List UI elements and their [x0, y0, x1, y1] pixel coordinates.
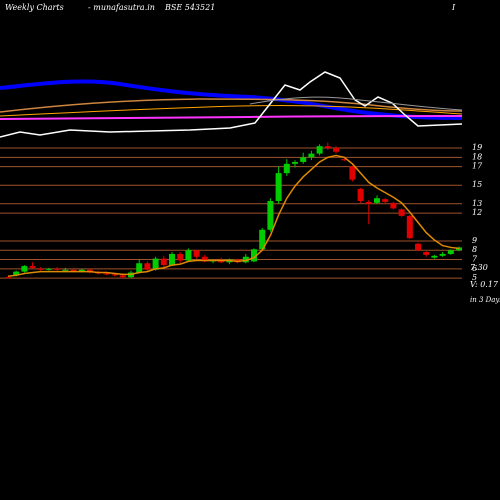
candle-body: [390, 202, 397, 209]
candle-body: [185, 250, 192, 261]
candle-body: [13, 271, 20, 276]
candle-body: [193, 250, 200, 257]
y-tick-label: 5: [472, 273, 477, 282]
candle-body: [423, 252, 430, 255]
candle-body: [46, 268, 52, 270]
candle-body: [300, 157, 307, 162]
y-tick-label: 12: [472, 208, 482, 217]
candle-body: [21, 266, 28, 272]
candle-body: [251, 249, 257, 262]
candle-body: [365, 201, 372, 204]
candle-body: [70, 269, 77, 272]
candle-body: [111, 274, 118, 276]
candle-body: [316, 146, 323, 154]
candle-body: [283, 163, 290, 174]
candle-body: [169, 253, 175, 266]
candle-body: [439, 253, 446, 256]
candle-body: [242, 256, 249, 263]
candle-body: [62, 269, 69, 271]
candle-body: [341, 159, 348, 161]
candle-body: [357, 188, 364, 201]
y-tick-label: 8: [472, 245, 477, 254]
candle-body: [275, 173, 282, 201]
candle-body: [292, 161, 298, 164]
source: - munafasutra.in: [88, 3, 155, 12]
candle-body: [54, 268, 61, 270]
candle-body: [308, 153, 315, 158]
corner-mark: I: [451, 3, 456, 12]
candle-body: [119, 275, 126, 278]
indicator-line: [0, 104, 463, 117]
y-tick-label: 7: [472, 255, 478, 264]
candle-body: [267, 200, 274, 230]
candle-body: [152, 258, 159, 270]
candle-body: [218, 260, 225, 263]
candle-body: [103, 273, 110, 275]
candle-body: [349, 166, 356, 180]
candle-body: [333, 148, 339, 152]
indicator-line: [0, 98, 463, 113]
candle-body: [259, 229, 266, 250]
candle-body: [136, 263, 143, 273]
y-tick-label: 6: [472, 264, 477, 273]
candle-body: [447, 250, 454, 254]
candle-body: [5, 277, 11, 279]
candle-body: [78, 269, 85, 272]
last-price: 7.30: [470, 263, 488, 272]
period-note: in 3 Days: [470, 296, 500, 304]
candle-body: [398, 209, 405, 216]
chart-title: Weekly Charts: [5, 3, 64, 12]
candle-body: [374, 198, 380, 203]
candle-body: [406, 215, 413, 239]
y-tick-label: 18: [472, 152, 482, 161]
indicator-line: [249, 96, 463, 111]
candle-body: [201, 256, 208, 262]
candle-body: [431, 255, 438, 258]
candle-body: [324, 146, 331, 149]
candle-body: [177, 253, 184, 261]
candle-body: [382, 199, 389, 202]
candle-body: [37, 268, 44, 270]
y-tick-label: 19: [472, 143, 482, 152]
y-tick-label: 17: [472, 162, 483, 171]
ema-line: [7, 154, 460, 277]
candle-body: [456, 247, 462, 251]
candle-body: [29, 266, 36, 268]
y-tick-label: 13: [472, 199, 482, 208]
volume-note: V: 0.17 X: [470, 280, 500, 289]
symbol: BSE 543521: [164, 3, 215, 12]
y-tick-label: 15: [472, 180, 482, 189]
candle-body: [160, 258, 167, 266]
indicator-line: [0, 71, 463, 138]
y-tick-label: 9: [472, 236, 477, 245]
candle-body: [144, 263, 151, 270]
candle-body: [415, 243, 421, 251]
